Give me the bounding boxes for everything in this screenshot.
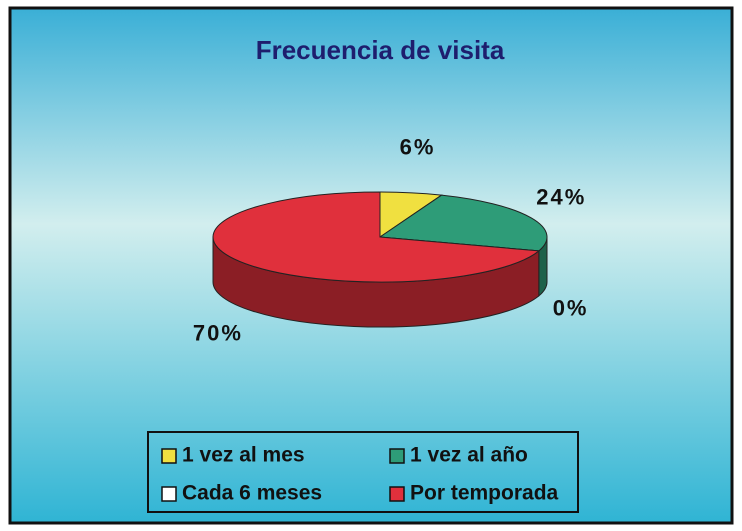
chart-title: Frecuencia de visita <box>256 35 505 65</box>
legend-swatch <box>389 448 405 464</box>
legend-swatch <box>161 486 177 502</box>
legend-box <box>147 431 579 513</box>
pie-slice <box>212 191 541 283</box>
legend-label: Por temporada <box>410 482 559 505</box>
data-label: 70% <box>193 321 243 346</box>
data-label: 0% <box>553 296 589 321</box>
legend-label: 1 vez al año <box>410 444 528 467</box>
legend-swatch <box>389 486 405 502</box>
pie-slice <box>378 194 548 252</box>
legend-label: Cada 6 meses <box>182 482 322 505</box>
legend-label: 1 vez al mes <box>182 444 305 467</box>
legend-swatch <box>161 448 177 464</box>
data-label: 24% <box>536 184 586 209</box>
data-label: 6% <box>400 134 436 159</box>
